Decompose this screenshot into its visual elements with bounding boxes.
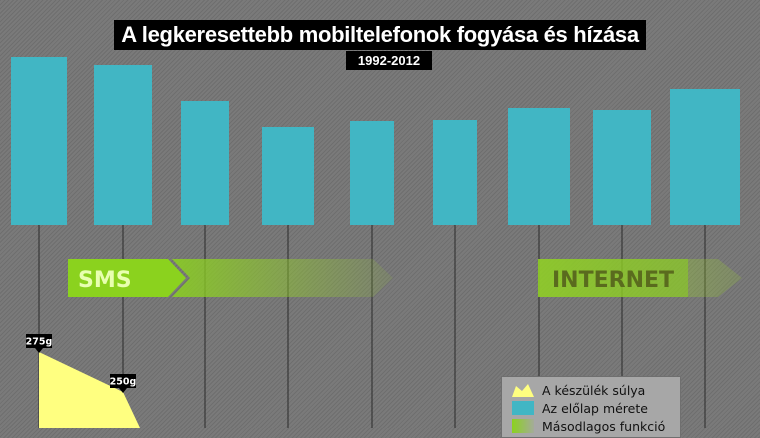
front-size-bar [262, 127, 314, 225]
internet-band-label: INTERNET [552, 268, 674, 293]
weight-area [39, 352, 140, 428]
weight-data-label: 250g [110, 377, 137, 388]
front-size-bar [433, 120, 477, 225]
front-size-bar [11, 57, 67, 225]
legend-item-front-size: Az előlap mérete [512, 399, 648, 417]
sms-band-solid [68, 259, 186, 297]
sms-band-fade [172, 259, 393, 297]
chart-subtitle: 1992-2012 [346, 51, 432, 70]
front-size-bar [94, 65, 152, 225]
chart-legend: A készülék súlya Az előlap mérete Másodl… [501, 376, 681, 438]
front-size-bar [508, 108, 570, 225]
weight-label-pointer [119, 388, 127, 393]
band-swatch-icon [512, 419, 534, 433]
chart-title: A legkeresettebb mobiltelefonok fogyása … [114, 20, 646, 50]
legend-label: Másodlagos funkció [542, 418, 666, 434]
legend-label: Az előlap mérete [542, 400, 648, 416]
weight-data-label: 275g [26, 337, 53, 348]
phone-size-chart: SMS INTERNET 275g 250g [11, 57, 742, 428]
weight-swatch-icon [512, 384, 534, 397]
weight-label-box [110, 374, 136, 388]
front-size-bar [181, 101, 229, 225]
front-size-bar [593, 110, 651, 225]
legend-item-band: Másodlagos funkció [512, 417, 665, 435]
legend-item-weight: A készülék súlya [512, 381, 645, 399]
front-size-bar [350, 121, 394, 225]
front-size-swatch-icon [512, 401, 534, 415]
weight-label-pointer [35, 348, 43, 353]
internet-band-solid [538, 259, 688, 297]
sms-band-label: SMS [78, 268, 132, 293]
front-size-bar [670, 89, 740, 225]
weight-label-box [26, 334, 52, 348]
legend-label: A készülék súlya [542, 382, 646, 398]
